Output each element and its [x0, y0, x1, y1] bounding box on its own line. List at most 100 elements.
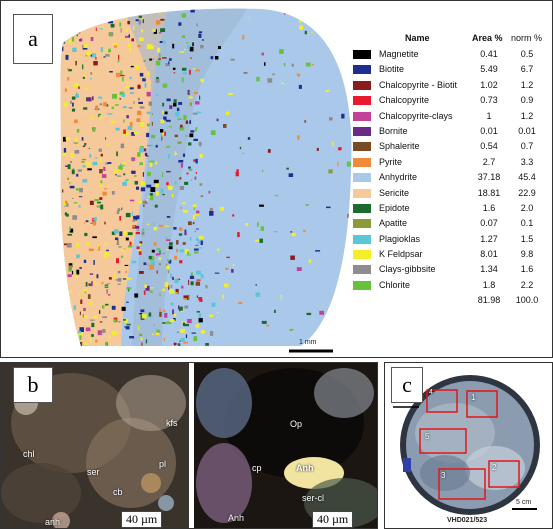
- mineral-grain: [149, 160, 155, 163]
- mineral-grain: [95, 57, 97, 60]
- mineral-grain: [114, 348, 117, 351]
- mineral-grain: [336, 293, 339, 295]
- mineral-grain: [129, 336, 135, 339]
- mineral-grain: [178, 227, 183, 231]
- mineral-grain: [136, 215, 140, 220]
- mineral-grain: [175, 288, 179, 294]
- legend-area-value: 1.27: [480, 233, 498, 244]
- mineral-grain: [90, 78, 92, 80]
- mineral-grain: [195, 127, 198, 130]
- mineral-grain: [102, 316, 108, 319]
- mineral-grain: [123, 173, 126, 176]
- mineral-grain: [189, 275, 195, 279]
- mineral-grain: [79, 311, 81, 316]
- mineral-grain: [128, 34, 130, 38]
- mineral-grain: [89, 338, 92, 342]
- mineral-grain: [125, 326, 130, 330]
- mineral-grain: [170, 302, 174, 306]
- mineral-grain: [255, 239, 260, 242]
- legend-mineral-name: Chalcopyrite: [379, 95, 430, 106]
- mineral-grain: [274, 194, 279, 197]
- mineral-grain: [82, 76, 85, 79]
- legend-mineral-name: K Feldpsar: [379, 249, 423, 260]
- mineral-grain: [194, 251, 199, 254]
- mineral-grain: [168, 61, 170, 65]
- mineral-grain: [155, 182, 159, 188]
- mineral-grain: [106, 289, 108, 294]
- mineral-grain: [62, 284, 67, 286]
- mineral-grain: [122, 278, 127, 280]
- mineral-grain: [104, 285, 109, 288]
- mineral-grain: [92, 221, 97, 226]
- mineral-grain: [76, 269, 80, 275]
- mineral-grain: [137, 152, 141, 157]
- mineral-grain: [177, 331, 179, 333]
- legend-row: Apatite 0.07 0.1: [353, 216, 549, 231]
- mineral-grain: [146, 198, 148, 203]
- legend-area-value: 37.18: [477, 172, 501, 183]
- mineral-grain: [156, 94, 158, 96]
- mineral-grain: [178, 233, 183, 236]
- mineral-grain: [118, 165, 123, 171]
- mineral-grain: [209, 207, 213, 212]
- mineral-grain: [114, 44, 117, 48]
- mineral-grain: [205, 284, 208, 289]
- mineral-grain: [102, 329, 106, 333]
- mineral-grain: [67, 164, 71, 170]
- mineral-grain: [183, 322, 185, 326]
- mineral-grain: [197, 240, 200, 244]
- mineral-grain: [63, 148, 67, 153]
- mineral-grain: [158, 257, 162, 260]
- legend-mineral-name: Biotite: [379, 64, 405, 75]
- mineral-grain: [153, 226, 158, 231]
- mineral-grain: [217, 311, 219, 314]
- legend-swatch: [353, 111, 371, 121]
- region-box-5: [419, 428, 467, 454]
- mineral-grain: [92, 53, 96, 58]
- mineral-grain: [149, 264, 155, 270]
- mineral-grain: [80, 38, 83, 42]
- legend-swatch: [353, 188, 371, 198]
- mineral-grain: [95, 105, 99, 111]
- mineral-grain: [116, 243, 120, 245]
- legend-header-area: Area %: [472, 33, 503, 43]
- mineral-grain: [98, 96, 103, 99]
- mineral-grain: [329, 117, 333, 121]
- mineral-grain: [84, 143, 87, 146]
- mineral-grain: [190, 130, 195, 133]
- mineral-grain: [281, 82, 285, 85]
- mineral-grain: [88, 14, 91, 19]
- mineral-grain: [196, 311, 200, 313]
- mineral-grain: [130, 65, 134, 68]
- mineral-grain: [337, 161, 339, 167]
- mineral-grain: [183, 115, 187, 120]
- mineral-grain: [194, 91, 198, 95]
- mineral-grain: [178, 278, 180, 281]
- legend-norm-value: 1.2: [520, 110, 534, 121]
- mineral-grain: [137, 97, 140, 101]
- legend-norm-value: 2.2: [520, 279, 534, 290]
- legend-mineral-name: Epidote: [379, 202, 410, 213]
- mineral-grain: [166, 265, 170, 269]
- legend-row: Clays-gibbsite 1.34 1.6: [353, 262, 549, 277]
- mineral-grain: [290, 255, 295, 260]
- mineral-grain: [174, 134, 178, 138]
- mineral-grain: [129, 76, 132, 80]
- mineral-grain: [119, 22, 122, 27]
- legend-total: 81.98 100.0: [353, 293, 549, 309]
- mineral-grain: [137, 249, 142, 251]
- mineral-grain: [155, 144, 158, 148]
- legend-row: Sericite 18.81 22.9: [353, 186, 549, 201]
- mineral-grain: [101, 8, 104, 9]
- mineral-grain: [137, 45, 141, 48]
- mineral-grain: [129, 122, 133, 127]
- mineral-grain: [208, 190, 211, 194]
- mineral-grain: [97, 246, 101, 251]
- mineral-grain: [133, 215, 137, 220]
- mineral-grain: [156, 348, 159, 352]
- legend-swatch: [353, 142, 371, 152]
- legend-swatch: [353, 80, 371, 90]
- mineral-grain: [105, 48, 109, 52]
- mineral-grain: [85, 220, 89, 223]
- mineral-grain: [239, 146, 242, 150]
